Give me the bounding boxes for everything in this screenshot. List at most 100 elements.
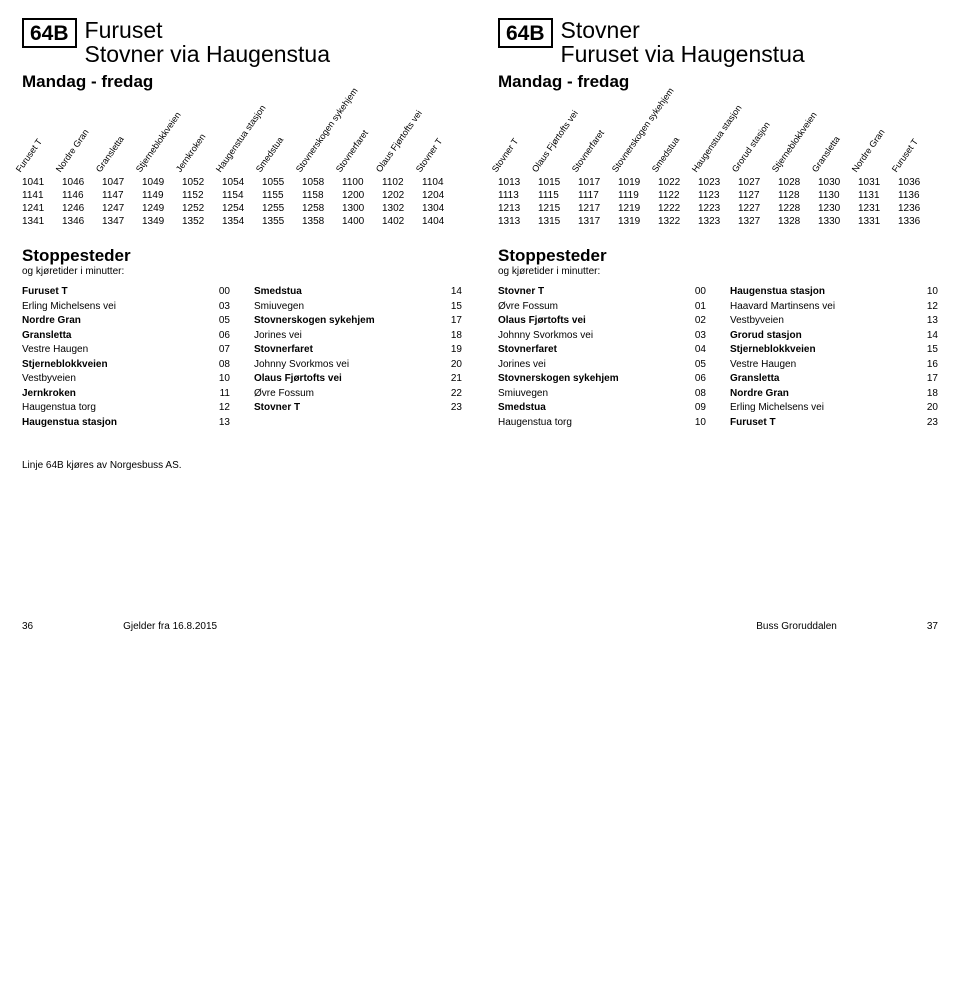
stop-minutes: 15 bbox=[451, 300, 462, 315]
timetable-cell: 1127 bbox=[738, 189, 778, 202]
timetable-cell: 1015 bbox=[538, 176, 578, 189]
stop-name: Stovner T bbox=[498, 285, 544, 300]
stop-name: Nordre Gran bbox=[730, 387, 789, 402]
stop-name: Jorines vei bbox=[498, 358, 546, 373]
stop-name: Stjerneblokkveien bbox=[22, 358, 108, 373]
stop-minutes: 02 bbox=[695, 314, 706, 329]
timetable-row: 1313131513171319132213231327132813301331… bbox=[498, 215, 938, 228]
timetable-spread: 64B Furuset Stovner via Haugenstua Manda… bbox=[22, 18, 938, 471]
stop-minutes: 17 bbox=[451, 314, 462, 329]
timetable-cell: 1041 bbox=[22, 176, 62, 189]
stop-minutes: 03 bbox=[695, 329, 706, 344]
stop-row: Øvre Fossum01 bbox=[498, 300, 706, 315]
stop-name: Johnny Svorkmos vei bbox=[254, 358, 349, 373]
timetable-cell: 1136 bbox=[898, 189, 938, 202]
timetable-cell: 1023 bbox=[698, 176, 738, 189]
stop-name: Stjerneblokkveien bbox=[730, 343, 816, 358]
timetable-row: 1141114611471149115211541155115812001202… bbox=[22, 189, 462, 202]
timetable-cell: 1346 bbox=[62, 215, 102, 228]
timetable-cell: 1052 bbox=[182, 176, 222, 189]
stop-name: Jorines vei bbox=[254, 329, 302, 344]
stop-row: Olaus Fjørtofts vei21 bbox=[254, 372, 462, 387]
timetable-cell: 1141 bbox=[22, 189, 62, 202]
stop-row: Vestre Haugen07 bbox=[22, 343, 230, 358]
footer-right: Buss Groruddalen 37 bbox=[756, 621, 938, 632]
timetable-cell: 1236 bbox=[898, 202, 938, 215]
timetable-rows: 1013101510171019102210231027102810301031… bbox=[498, 176, 938, 228]
timetable-cell: 1341 bbox=[22, 215, 62, 228]
timetable-cell: 1330 bbox=[818, 215, 858, 228]
page-number-right: 37 bbox=[927, 621, 938, 632]
timetable-cell: 1304 bbox=[422, 202, 462, 215]
timetable-left: Furuset TNordre GranGranslettaStjerneblo… bbox=[22, 104, 462, 228]
timetable-row: 1113111511171119112211231127112811301131… bbox=[498, 189, 938, 202]
stop-name: Smedstua bbox=[254, 285, 302, 300]
timetable-cell: 1213 bbox=[498, 202, 538, 215]
timetable-cell: 1254 bbox=[222, 202, 262, 215]
timetable-cell: 1155 bbox=[262, 189, 302, 202]
timetable-cell: 1013 bbox=[498, 176, 538, 189]
timetable-cell: 1241 bbox=[22, 202, 62, 215]
timetable-row: 1241124612471249125212541255125813001302… bbox=[22, 202, 462, 215]
stop-minutes: 04 bbox=[695, 343, 706, 358]
stop-row: Haugenstua torg12 bbox=[22, 401, 230, 416]
stops-col-2: Smedstua14Smiuvegen15Stovnerskogen sykeh… bbox=[254, 285, 462, 430]
stop-minutes: 10 bbox=[219, 372, 230, 387]
timetable-cell: 1228 bbox=[778, 202, 818, 215]
route-header-left: 64B Furuset Stovner via Haugenstua bbox=[22, 18, 462, 66]
stop-minutes: 00 bbox=[219, 285, 230, 300]
stop-minutes: 19 bbox=[451, 343, 462, 358]
stop-minutes: 05 bbox=[219, 314, 230, 329]
timetable-cell: 1031 bbox=[858, 176, 898, 189]
stop-minutes: 18 bbox=[927, 387, 938, 402]
right-page: 64B Stovner Furuset via Haugenstua Manda… bbox=[498, 18, 938, 471]
stop-minutes: 10 bbox=[927, 285, 938, 300]
stop-row: Haavard Martinsens vei12 bbox=[730, 300, 938, 315]
stop-name: Gransletta bbox=[22, 329, 71, 344]
stop-minutes: 03 bbox=[219, 300, 230, 315]
timetable-header-label: Stovner T bbox=[490, 137, 520, 175]
timetable-cell: 1130 bbox=[818, 189, 858, 202]
route-title-1: Furuset bbox=[85, 18, 331, 42]
timetable-cell: 1313 bbox=[498, 215, 538, 228]
stop-minutes: 08 bbox=[695, 387, 706, 402]
stop-name: Stovnerfaret bbox=[254, 343, 313, 358]
timetable-cell: 1230 bbox=[818, 202, 858, 215]
left-page: 64B Furuset Stovner via Haugenstua Manda… bbox=[22, 18, 462, 471]
timetable-cell: 1017 bbox=[578, 176, 618, 189]
timetable-cell: 1204 bbox=[422, 189, 462, 202]
timetable-cell: 1358 bbox=[302, 215, 342, 228]
stops-title: Stoppesteder bbox=[22, 246, 462, 266]
route-title-1: Stovner bbox=[561, 18, 805, 42]
timetable-cell: 1315 bbox=[538, 215, 578, 228]
stop-name: Øvre Fossum bbox=[254, 387, 314, 402]
stop-row: Vestbyveien13 bbox=[730, 314, 938, 329]
stop-name: Jernkroken bbox=[22, 387, 76, 402]
timetable-header-cell: Stovner T bbox=[422, 104, 462, 176]
stop-minutes: 10 bbox=[695, 416, 706, 431]
timetable-cell: 1123 bbox=[698, 189, 738, 202]
stop-minutes: 06 bbox=[219, 329, 230, 344]
stop-row: Gransletta17 bbox=[730, 372, 938, 387]
timetable-cell: 1022 bbox=[658, 176, 698, 189]
stop-row: Stovnerfaret04 bbox=[498, 343, 706, 358]
timetable-cell: 1154 bbox=[222, 189, 262, 202]
stop-row: Stovnerskogen sykehjem17 bbox=[254, 314, 462, 329]
timetable-cell: 1117 bbox=[578, 189, 618, 202]
timetable-cell: 1128 bbox=[778, 189, 818, 202]
stops-columns: Furuset T00Erling Michelsens vei03Nordre… bbox=[22, 285, 462, 430]
stop-minutes: 08 bbox=[219, 358, 230, 373]
stop-name: Erling Michelsens vei bbox=[22, 300, 116, 315]
stop-row: Haugenstua stasjon10 bbox=[730, 285, 938, 300]
timetable-cell: 1149 bbox=[142, 189, 182, 202]
timetable-cell: 1202 bbox=[382, 189, 422, 202]
stop-minutes: 13 bbox=[927, 314, 938, 329]
stop-minutes: 09 bbox=[695, 401, 706, 416]
stop-minutes: 23 bbox=[451, 401, 462, 416]
route-title-2: Stovner via Haugenstua bbox=[85, 42, 331, 66]
stop-row: Nordre Gran 18 bbox=[730, 387, 938, 402]
stops-col-2: Haugenstua stasjon10Haavard Martinsens v… bbox=[730, 285, 938, 430]
stop-name: Olaus Fjørtofts vei bbox=[498, 314, 586, 329]
stop-name: Furuset T bbox=[22, 285, 68, 300]
stop-row: Smiuvegen08 bbox=[498, 387, 706, 402]
